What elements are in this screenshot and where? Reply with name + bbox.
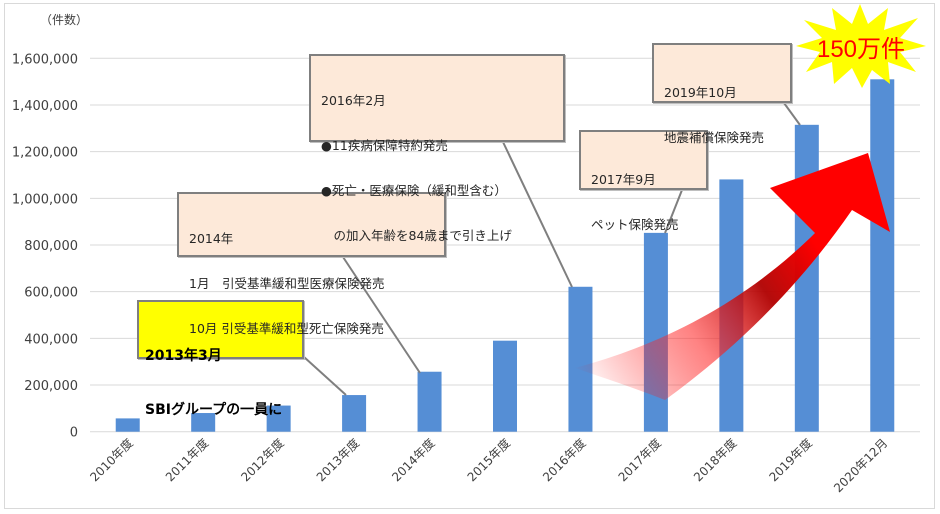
callout-line: 2014年 — [189, 231, 234, 246]
y-tick-label: 1,400,000 — [12, 99, 78, 114]
callout-line: ●死亡・医療保険（緩和型含む） — [321, 183, 507, 198]
callout-2017: 2017年9月 ペット保険発売 — [579, 130, 708, 232]
callout-line: SBIグループの一員に — [145, 402, 283, 418]
y-tick-label: 200,000 — [24, 379, 78, 394]
bar — [568, 286, 593, 432]
x-tick-label: 2014年度 — [388, 435, 437, 484]
y-tick-label: 1,600,000 — [12, 52, 78, 67]
x-axis-ticks: 2010年度 2011年度 2012年度 2013年度 2014年度 2015年度 2016… — [87, 435, 891, 495]
bar — [342, 395, 367, 432]
callout-line: ペット保険発売 — [591, 217, 679, 232]
callout-connectors — [303, 102, 801, 396]
x-tick-label: 2019年度 — [766, 435, 815, 484]
bar — [115, 418, 140, 432]
y-tick-label: 0 — [70, 426, 78, 441]
callout-line: 2013年3月 — [145, 348, 222, 364]
bar — [493, 340, 517, 432]
y-axis-unit-label: （件数） — [40, 12, 88, 27]
x-tick-label: 2012年度 — [238, 435, 287, 484]
highlight-150man-label: 150万件 — [816, 36, 906, 63]
x-tick-label: 2017年度 — [615, 435, 664, 484]
y-axis-ticks: 0 200,000 400,000 600,000 800,000 1,000,000 1,… — [12, 52, 78, 440]
bar — [191, 413, 216, 432]
callout-sbi-group: 2013年3月 SBIグループの一員に — [137, 300, 304, 418]
callout-line: 2019年10月 — [664, 85, 737, 100]
callout-line: 10月 引受基準緩和型死亡保険発売 — [189, 321, 384, 336]
bar — [870, 79, 895, 432]
x-tick-label: 2018年度 — [690, 435, 739, 484]
y-tick-label: 600,000 — [24, 286, 78, 301]
y-tick-label: 1,200,000 — [12, 146, 78, 161]
starburst-icon — [796, 4, 926, 88]
y-tick-label: 400,000 — [24, 332, 78, 347]
callout-line: 1月 引受基準緩和型医療保険発売 — [189, 276, 385, 291]
y-tick-label: 800,000 — [24, 239, 78, 254]
x-tick-label: 2013年度 — [313, 435, 362, 484]
y-tick-label: 1,000,000 — [12, 192, 78, 207]
callout-line: 2016年2月 — [321, 93, 386, 108]
x-tick-label: 2010年度 — [87, 435, 136, 484]
bar — [266, 405, 291, 432]
callout-line: 地震補償保険発売 — [664, 130, 765, 145]
callout-2019: 2019年10月 地震補償保険発売 — [652, 43, 792, 145]
callout-2016: 2016年2月 ●11疾病保障特約発売 ●死亡・医療保険（緩和型含む） の加入年… — [309, 54, 565, 243]
x-tick-label: 2011年度 — [162, 435, 211, 484]
callout-line: ●11疾病保障特約発売 — [321, 138, 448, 153]
x-tick-label: 2020年12月 — [831, 436, 890, 495]
bar — [643, 232, 668, 432]
callout-line: 2017年9月 — [591, 172, 656, 187]
trend-arrow-icon — [575, 153, 890, 400]
callout-line: の加入年齢を84歳まで引き上げ — [321, 228, 512, 243]
callout-2014: 2014年 1月 引受基準緩和型医療保険発売 10月 引受基準緩和型死亡保険発売 — [177, 192, 446, 336]
x-tick-label: 2015年度 — [464, 435, 513, 484]
x-tick-label: 2016年度 — [539, 435, 588, 484]
bar — [417, 371, 442, 432]
